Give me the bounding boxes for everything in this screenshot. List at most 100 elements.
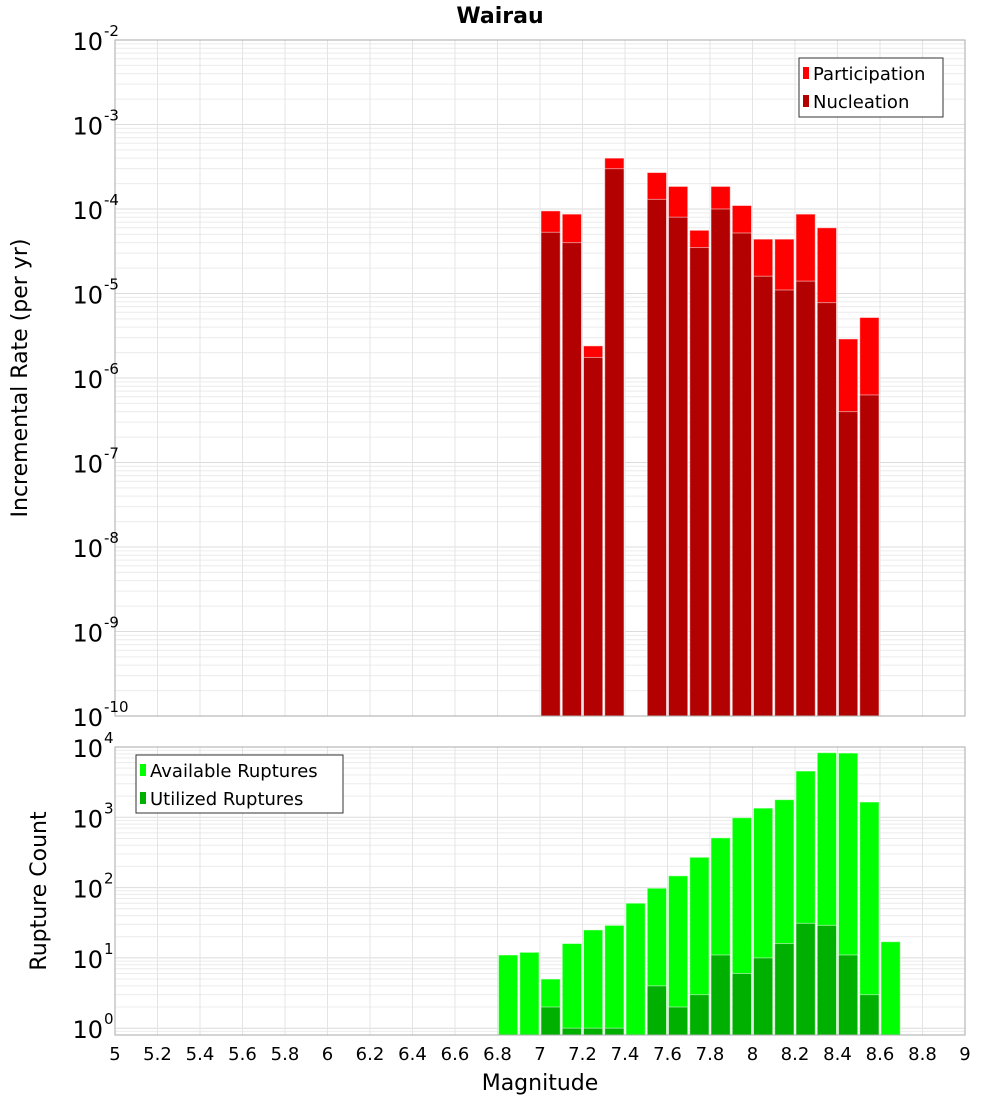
bottom-bar-available-ruptures <box>561 943 582 1036</box>
y-tick-label: 10 <box>72 876 103 904</box>
x-tick-label: 7.8 <box>696 1044 725 1065</box>
legend-label-nucleation: Nucleation <box>813 92 909 113</box>
y-tick-label: 10 <box>72 113 103 141</box>
legend-label-utilized-ruptures: Utilized Ruptures <box>150 789 303 810</box>
y-tick-exponent: -7 <box>104 445 119 463</box>
x-axis-label: Magnitude <box>482 1071 599 1096</box>
x-tick-label: 6.8 <box>483 1044 512 1065</box>
x-tick-label: 8.8 <box>908 1044 937 1065</box>
bottom-bar-utilized-ruptures <box>646 985 667 1036</box>
bottom-bar-available-ruptures <box>604 924 625 1036</box>
y-tick-exponent: -10 <box>104 698 129 716</box>
y-tick-exponent: -9 <box>104 614 119 632</box>
top-plot-frame <box>114 39 966 717</box>
bottom-bar-utilized-ruptures <box>710 954 731 1036</box>
y-tick-label: 10 <box>72 535 103 563</box>
x-tick-label: 5 <box>109 1044 120 1065</box>
top-plot-grid <box>114 40 966 717</box>
bottom-bar-utilized-ruptures <box>753 957 774 1036</box>
x-tick-label: 5.2 <box>143 1044 172 1065</box>
top-bar-nucleation <box>753 275 774 717</box>
x-tick-label: 7.2 <box>568 1044 597 1065</box>
x-tick-label: 6.2 <box>356 1044 385 1065</box>
top-bar-nucleation <box>731 232 752 717</box>
y-tick-label: 10 <box>72 282 103 310</box>
y-tick-exponent: -4 <box>104 191 119 209</box>
bottom-y-axis-label: Rupture Count <box>27 811 52 971</box>
x-tick-label: 8.6 <box>866 1044 895 1065</box>
x-tick-label: 6.6 <box>441 1044 470 1065</box>
y-tick-label: 10 <box>72 451 103 479</box>
top-bar-nucleation <box>795 280 816 717</box>
y-tick-exponent: -5 <box>104 276 119 294</box>
y-tick-exponent: 3 <box>104 799 114 817</box>
bottom-bar-utilized-ruptures <box>774 943 795 1036</box>
bottom-bar-available-ruptures <box>583 929 604 1036</box>
x-tick-label: 6.4 <box>398 1044 427 1065</box>
x-tick-label: 5.4 <box>186 1044 215 1065</box>
x-tick-label: 7 <box>534 1044 545 1065</box>
bottom-bar-available-ruptures <box>519 951 540 1036</box>
bottom-bar-utilized-ruptures <box>668 1006 689 1036</box>
legend-swatch-participation <box>803 67 809 79</box>
bottom-bar-utilized-ruptures <box>689 994 710 1036</box>
y-tick-label: 10 <box>72 28 103 56</box>
bottom-plot-frame <box>114 746 966 1036</box>
top-bar-nucleation <box>646 198 667 717</box>
y-tick-exponent: 1 <box>104 940 114 958</box>
bottom-bar-utilized-ruptures <box>859 994 880 1036</box>
y-tick-exponent: -2 <box>104 22 119 40</box>
top-bar-nucleation <box>859 394 880 717</box>
x-tick-label: 5.8 <box>271 1044 300 1065</box>
top-bar-nucleation <box>710 208 731 717</box>
bottom-bar-utilized-ruptures <box>604 1027 625 1036</box>
y-tick-exponent: 4 <box>104 729 114 747</box>
x-tick-label: 7.6 <box>653 1044 682 1065</box>
bottom-plot-bars <box>498 752 901 1036</box>
top-bar-nucleation <box>540 231 561 717</box>
bottom-bar-utilized-ruptures <box>795 922 816 1036</box>
y-tick-exponent: -8 <box>104 529 119 547</box>
bottom-legend: Available Ruptures Utilized Ruptures <box>135 754 344 814</box>
legend-label-available-ruptures: Available Ruptures <box>150 761 318 782</box>
x-tick-label: 8.4 <box>823 1044 852 1065</box>
top-plot-bars <box>540 157 880 717</box>
top-bar-nucleation <box>689 247 710 717</box>
top-bar-nucleation <box>816 302 837 717</box>
x-tick-label: 6 <box>322 1044 333 1065</box>
x-tick-label: 7.4 <box>611 1044 640 1065</box>
legend-swatch-available-ruptures <box>140 764 146 776</box>
y-tick-label: 10 <box>72 1016 103 1044</box>
bottom-bar-utilized-ruptures <box>816 924 837 1036</box>
top-bar-nucleation <box>583 356 604 717</box>
legend-swatch-nucleation <box>803 95 809 107</box>
y-tick-label: 10 <box>72 197 103 225</box>
legend-label-participation: Participation <box>813 64 925 85</box>
bottom-bar-available-ruptures <box>498 954 519 1036</box>
bottom-bar-utilized-ruptures <box>540 1006 561 1036</box>
bottom-bar-available-ruptures <box>625 902 646 1036</box>
y-tick-exponent: 2 <box>104 870 114 888</box>
bottom-bar-utilized-ruptures <box>731 972 752 1036</box>
bottom-bar-utilized-ruptures <box>583 1027 604 1036</box>
x-axis-ticks: 5 5.2 5.4 5.6 5.8 6 6.2 6.4 6.6 6.8 7 7.2 7.4 7.6 7.8 8… <box>109 1044 970 1065</box>
x-tick-label: 8 <box>747 1044 758 1065</box>
top-bar-nucleation <box>838 411 859 717</box>
y-tick-exponent: -3 <box>104 107 119 125</box>
x-tick-label: 8.2 <box>781 1044 810 1065</box>
top-bar-nucleation <box>774 289 795 717</box>
top-bar-nucleation <box>604 168 625 717</box>
bottom-bar-utilized-ruptures <box>561 1027 582 1036</box>
chart-title: Wairau <box>456 4 543 29</box>
top-legend: Participation Nucleation <box>798 57 944 118</box>
y-tick-label: 10 <box>72 366 103 394</box>
bottom-bar-available-ruptures <box>880 941 901 1036</box>
y-tick-exponent: 0 <box>104 1010 114 1028</box>
y-tick-label: 10 <box>72 620 103 648</box>
x-tick-label: 9 <box>959 1044 970 1065</box>
top-bar-nucleation <box>561 242 582 717</box>
y-tick-label: 10 <box>72 735 103 763</box>
